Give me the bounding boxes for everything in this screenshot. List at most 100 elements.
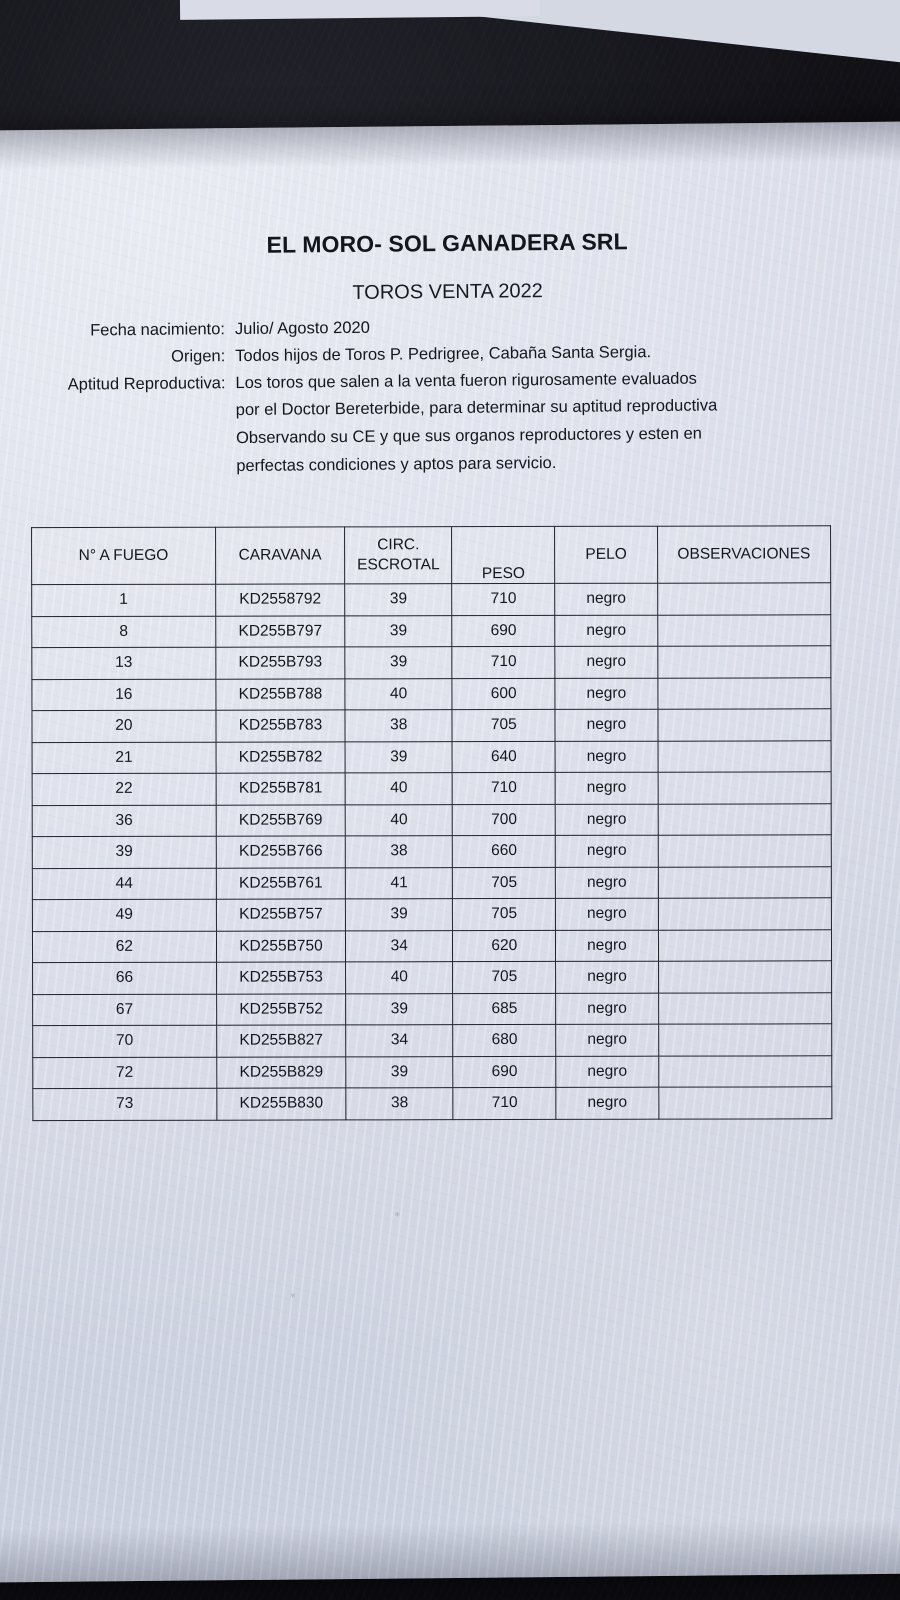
page-subtitle: TOROS VENTA 2022 <box>352 280 543 304</box>
cell-peso: 705 <box>452 709 556 742</box>
bulls-table: N° A FUEGO CARAVANA CIRC. ESCROTAL PESO … <box>31 525 832 1121</box>
meta-value: Julio/ Agosto 2020 <box>234 318 370 339</box>
cell-numero-a-fuego: 16 <box>31 678 216 711</box>
meta-value: Los toros que salen a la venta fueron ri… <box>235 369 697 393</box>
cell-observaciones <box>657 803 832 836</box>
cell-pelo: negro <box>555 709 658 741</box>
cell-observaciones <box>658 1023 832 1056</box>
cell-caravana: KD255B757 <box>216 898 346 931</box>
column-header-circ-escrotal: CIRC. ESCROTAL <box>344 526 452 584</box>
cell-circ-escrotal: 39 <box>345 993 453 1025</box>
meta-continuation-line: perfectas condiciones y aptos para servi… <box>236 453 557 476</box>
table-row: 20 KD255B783 38 705 negro <box>31 708 832 743</box>
cell-circ-escrotal: 39 <box>344 615 453 647</box>
cell-pelo: negro <box>555 583 658 615</box>
cell-caravana: KD255B752 <box>216 993 346 1026</box>
cell-pelo: negro <box>555 992 659 1025</box>
table-row: 62 KD255B750 34 620 negro <box>32 929 832 963</box>
cell-circ-escrotal: 34 <box>345 1024 454 1057</box>
cell-caravana: KD255B750 <box>216 930 346 963</box>
cell-pelo: negro <box>555 929 659 962</box>
cell-circ-escrotal: 40 <box>345 772 453 805</box>
cell-pelo: negro <box>555 961 659 993</box>
cell-pelo: negro <box>555 866 658 899</box>
cell-pelo: negro <box>555 898 659 930</box>
table-header: N° A FUEGO CARAVANA CIRC. ESCROTAL PESO … <box>31 525 831 585</box>
meta-row-aptitud-reproductiva: Aptitud Reproductiva: Los toros que sale… <box>29 368 819 395</box>
cell-numero-a-fuego: 39 <box>32 836 217 869</box>
meta-label: Origen: <box>171 347 226 366</box>
cell-circ-escrotal: 39 <box>344 583 453 616</box>
cell-observaciones <box>657 866 832 899</box>
cell-circ-escrotal: 38 <box>345 709 453 742</box>
cell-numero-a-fuego: 1 <box>31 584 216 617</box>
cell-numero-a-fuego: 70 <box>32 1025 217 1058</box>
cell-observaciones <box>657 677 831 710</box>
cell-caravana: KD255B827 <box>216 1024 346 1057</box>
column-header-caravana: CARAVANA <box>215 526 345 585</box>
cell-numero-a-fuego: 21 <box>32 741 216 774</box>
table-row: 36 KD255B769 40 700 negro <box>32 803 832 837</box>
cell-numero-a-fuego: 73 <box>32 1088 217 1121</box>
table-row: 49 KD255B757 39 705 negro <box>32 897 832 932</box>
table-row: 72 KD255B829 39 690 negro <box>32 1055 832 1089</box>
cell-peso: 705 <box>452 866 556 899</box>
cell-peso: 710 <box>451 583 556 616</box>
column-header-observaciones: OBSERVACIONES <box>657 525 831 584</box>
cell-caravana: KD255B753 <box>216 961 346 994</box>
column-header-circ-line2: ESCROTAL <box>357 556 440 574</box>
cell-pelo: negro <box>556 1087 659 1119</box>
cell-pelo: negro <box>555 614 658 647</box>
pencil-smudge: ⁎ <box>289 1288 297 1301</box>
cell-caravana: KD255B829 <box>216 1056 347 1089</box>
cell-peso: 640 <box>452 740 556 773</box>
cell-circ-escrotal: 39 <box>345 1056 454 1088</box>
table-row: 16 KD255B788 40 600 negro <box>31 677 831 711</box>
cell-peso: 710 <box>452 646 556 679</box>
cell-caravana: KD255B830 <box>216 1087 347 1120</box>
cell-pelo: negro <box>555 646 658 678</box>
cell-numero-a-fuego: 67 <box>32 993 217 1026</box>
cell-caravana: KD255B769 <box>215 804 346 837</box>
cell-observaciones <box>657 708 832 741</box>
cell-caravana: KD255B797 <box>215 615 346 648</box>
cell-observaciones <box>658 1086 832 1119</box>
column-header-circ-line1: CIRC. <box>377 535 420 553</box>
column-header-peso: PESO <box>451 526 556 584</box>
cell-numero-a-fuego: 62 <box>32 930 217 963</box>
metadata-block: Fecha nacimiento: Julio/ Agosto 2020 Ori… <box>29 314 821 487</box>
page-title: EL MORO- SOL GANADERA SRL <box>266 228 628 258</box>
column-header-numero-a-fuego: N° A FUEGO <box>31 527 216 585</box>
cell-caravana: KD255B761 <box>216 867 346 900</box>
table-row: 21 KD255B782 39 640 negro <box>32 740 832 774</box>
cell-circ-escrotal: 39 <box>345 646 453 679</box>
cell-circ-escrotal: 38 <box>346 1087 454 1120</box>
cell-caravana: KD255B766 <box>216 835 346 868</box>
cell-peso: 710 <box>452 772 556 805</box>
cell-caravana: KD2558792 <box>215 583 345 616</box>
cell-numero-a-fuego: 72 <box>32 1056 217 1089</box>
cell-pelo: negro <box>555 677 658 710</box>
cell-circ-escrotal: 39 <box>345 898 453 931</box>
cell-observaciones <box>658 960 832 993</box>
cell-circ-escrotal: 40 <box>345 961 453 994</box>
table-row: 13 KD255B793 39 710 negro <box>31 645 831 680</box>
cell-peso: 600 <box>452 677 556 710</box>
cell-observaciones <box>657 834 832 867</box>
meta-continuation-line: por el Doctor Bereterbide, para determin… <box>235 396 718 420</box>
table-row: 44 KD255B761 41 705 negro <box>32 866 832 900</box>
cell-pelo: negro <box>555 803 658 836</box>
table-row: 73 KD255B830 38 710 negro <box>32 1086 832 1121</box>
cell-numero-a-fuego: 36 <box>32 804 217 837</box>
cell-observaciones <box>657 582 831 615</box>
cell-peso: 705 <box>452 898 556 931</box>
cell-pelo: negro <box>555 772 658 804</box>
meta-row-fecha-nacimiento: Fecha nacimiento: Julio/ Agosto 2020 <box>29 314 819 341</box>
cell-observaciones <box>657 897 832 930</box>
table-row: 66 KD255B753 40 705 negro <box>32 960 832 995</box>
cell-numero-a-fuego: 66 <box>32 962 217 995</box>
table-body: 1 KD2558792 39 710 negro 8 KD255B797 39 690 negro… <box>31 582 832 1121</box>
table-row: 1 KD2558792 39 710 negro <box>31 582 831 617</box>
cell-caravana: KD255B781 <box>215 772 346 805</box>
